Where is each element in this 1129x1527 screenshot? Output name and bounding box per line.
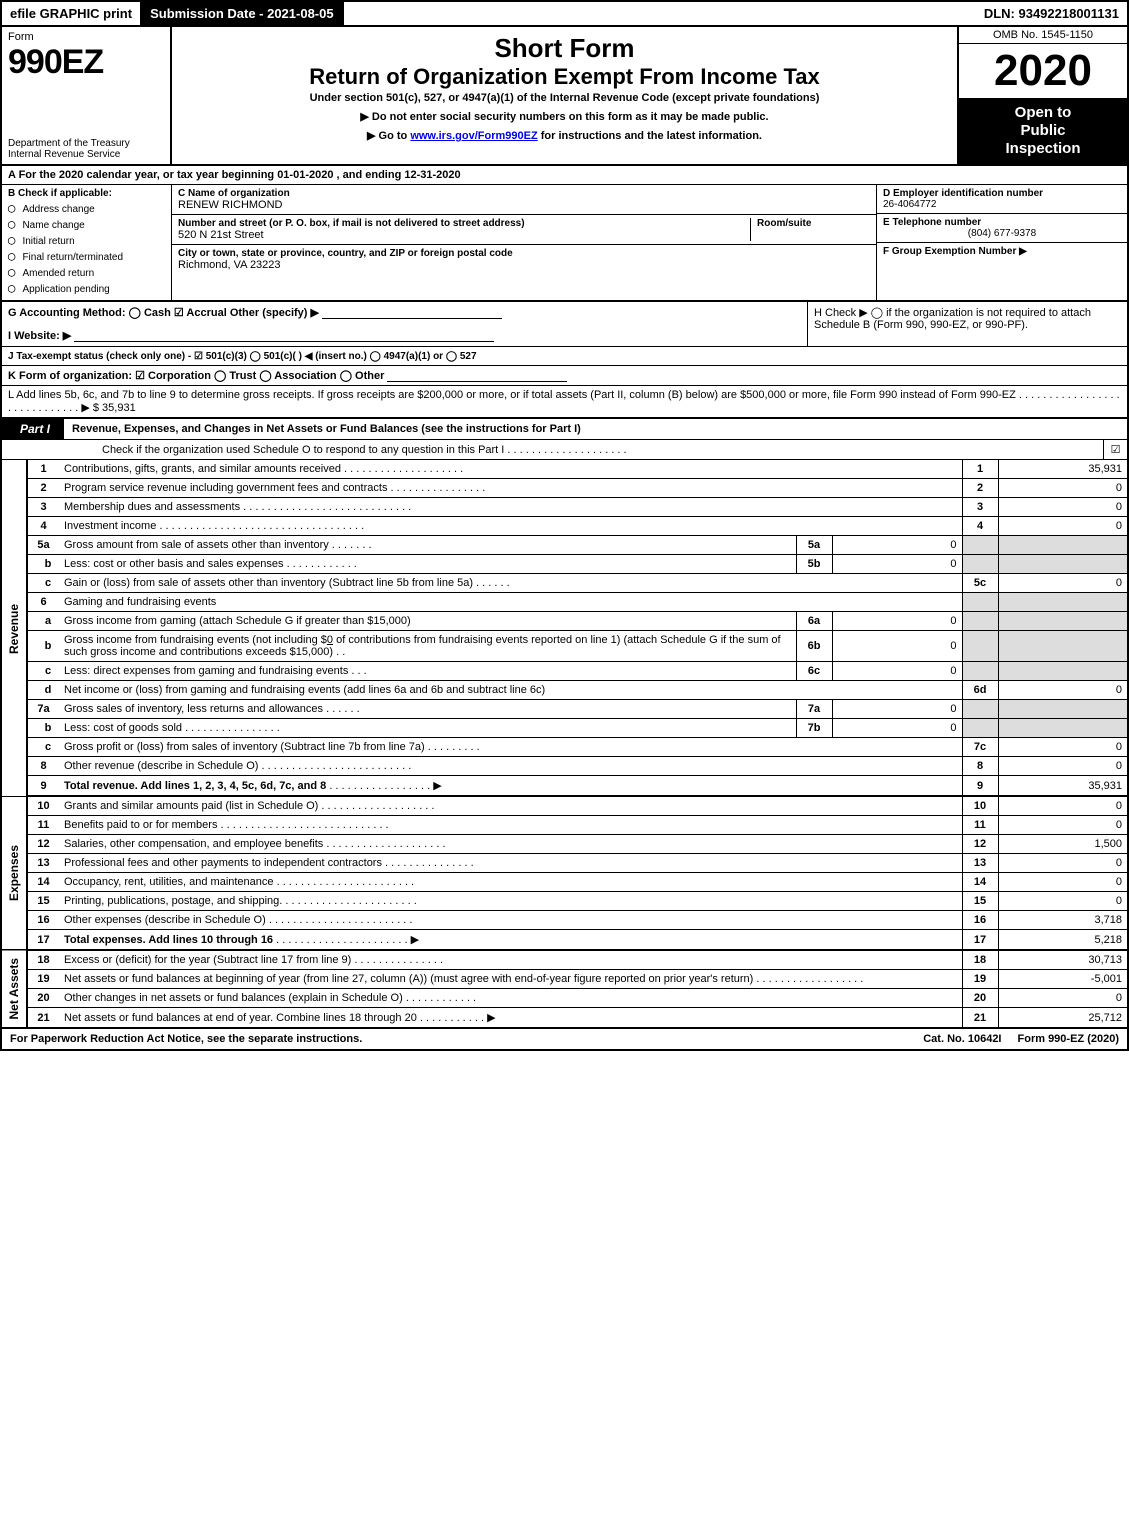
omb-number: OMB No. 1545-1150 (959, 27, 1127, 44)
line-1: Revenue 1 Contributions, gifts, grants, … (1, 460, 1128, 479)
header-left: Form 990EZ Department of the Treasury In… (2, 27, 172, 164)
line-6d: d Net income or (loss) from gaming and f… (1, 681, 1128, 700)
line-7c: c Gross profit or (loss) from sales of i… (1, 738, 1128, 757)
org-name-cell: C Name of organization RENEW RICHMOND (172, 185, 876, 215)
efile-print-button[interactable]: efile GRAPHIC print (2, 2, 142, 25)
cat-no: Cat. No. 10642I (915, 1029, 1009, 1049)
form-header: Form 990EZ Department of the Treasury In… (0, 27, 1129, 166)
org-name: RENEW RICHMOND (178, 199, 283, 211)
ein-cell: D Employer identification number 26-4064… (877, 185, 1127, 214)
line-2: 2 Program service revenue including gove… (1, 479, 1128, 498)
b-title: B Check if applicable: (8, 188, 165, 199)
line-19: 19 Net assets or fund balances at beginn… (1, 970, 1128, 989)
chk-final-return[interactable]: ◯ Final return/terminated (8, 249, 165, 263)
room-suite-label: Room/suite (757, 218, 811, 229)
title-return: Return of Organization Exempt From Incom… (180, 64, 949, 90)
chk-application-pending[interactable]: ◯ Application pending (8, 281, 165, 295)
part-1-check-text: Check if the organization used Schedule … (2, 441, 1103, 459)
submission-date: Submission Date - 2021-08-05 (142, 2, 344, 25)
line-5b: b Less: cost or other basis and sales ex… (1, 555, 1128, 574)
chk-amended-return[interactable]: ◯ Amended return (8, 265, 165, 279)
dln: DLN: 93492218001131 (976, 2, 1127, 25)
line-9: 9 Total revenue. Add lines 1, 2, 3, 4, 5… (1, 776, 1128, 797)
form-number: 990EZ (8, 43, 164, 82)
department: Department of the Treasury Internal Reve… (8, 138, 164, 160)
line-15: 15 Printing, publications, postage, and … (1, 892, 1128, 911)
line-4: 4 Investment income . . . . . . . . . . … (1, 517, 1128, 536)
line-11: 11 Benefits paid to or for members . . .… (1, 816, 1128, 835)
part-1-check-row: Check if the organization used Schedule … (0, 440, 1129, 460)
goto-instructions: ▶ Go to www.irs.gov/Form990EZ for instru… (180, 129, 949, 142)
side-label-revenue: Revenue (1, 460, 27, 796)
line-3: 3 Membership dues and assessments . . . … (1, 498, 1128, 517)
row-l-gross-receipts: L Add lines 5b, 6c, and 7b to line 9 to … (0, 386, 1129, 419)
box-c: C Name of organization RENEW RICHMOND Nu… (172, 185, 877, 300)
side-label-net-assets: Net Assets (1, 950, 27, 1028)
paperwork-notice: For Paperwork Reduction Act Notice, see … (2, 1029, 915, 1049)
tax-year: 2020 (959, 44, 1127, 98)
line-7b: b Less: cost of goods sold . . . . . . .… (1, 719, 1128, 738)
phone-cell: E Telephone number (804) 677-9378 (877, 214, 1127, 243)
part-1-title: Revenue, Expenses, and Changes in Net As… (64, 420, 1127, 438)
row-j-tax-exempt: J Tax-exempt status (check only one) - ☑… (0, 347, 1129, 366)
line-18: Net Assets 18 Excess or (deficit) for th… (1, 950, 1128, 970)
line-6a: a Gross income from gaming (attach Sched… (1, 612, 1128, 631)
header-right: OMB No. 1545-1150 2020 Open to Public In… (957, 27, 1127, 164)
city-state-zip: Richmond, VA 23223 (178, 259, 281, 271)
line-6: 6 Gaming and fundraising events (1, 593, 1128, 612)
phone-value: (804) 677-9378 (883, 228, 1121, 239)
line-6c: c Less: direct expenses from gaming and … (1, 662, 1128, 681)
part-1-header: Part I Revenue, Expenses, and Changes in… (0, 419, 1129, 440)
side-label-expenses: Expenses (1, 796, 27, 950)
row-g-h: G Accounting Method: ◯ Cash ☑ Accrual Ot… (0, 302, 1129, 347)
subtitle-section: Under section 501(c), 527, or 4947(a)(1)… (180, 92, 949, 104)
street-address: 520 N 21st Street (178, 229, 264, 241)
line-16: 16 Other expenses (describe in Schedule … (1, 911, 1128, 930)
ein-value: 26-4064772 (883, 199, 936, 210)
chk-address-change[interactable]: ◯ Address change (8, 201, 165, 215)
line-6b: b Gross income from fundraising events (… (1, 631, 1128, 662)
form-version: Form 990-EZ (2020) (1010, 1029, 1128, 1049)
line-13: 13 Professional fees and other payments … (1, 854, 1128, 873)
box-def: D Employer identification number 26-4064… (877, 185, 1127, 300)
street-row: Number and street (or P. O. box, if mail… (172, 215, 876, 245)
row-a-tax-year: A For the 2020 calendar year, or tax yea… (0, 166, 1129, 185)
line-7a: 7a Gross sales of inventory, less return… (1, 700, 1128, 719)
part-1-table: Revenue 1 Contributions, gifts, grants, … (0, 460, 1129, 1028)
chk-name-change[interactable]: ◯ Name change (8, 217, 165, 231)
group-exemption-cell: F Group Exemption Number ▶ (877, 243, 1127, 300)
line-8: 8 Other revenue (describe in Schedule O)… (1, 757, 1128, 776)
line-21: 21 Net assets or fund balances at end of… (1, 1008, 1128, 1028)
line-10: Expenses 10 Grants and similar amounts p… (1, 796, 1128, 816)
header-center: Short Form Return of Organization Exempt… (172, 27, 957, 164)
row-k-form-of-org: K Form of organization: ☑ Corporation ◯ … (0, 366, 1129, 386)
top-bar: efile GRAPHIC print Submission Date - 20… (0, 0, 1129, 27)
irs-link[interactable]: www.irs.gov/Form990EZ (410, 130, 537, 142)
g-accounting-method: G Accounting Method: ◯ Cash ☑ Accrual Ot… (8, 306, 801, 319)
line-5a: 5a Gross amount from sale of assets othe… (1, 536, 1128, 555)
info-grid: B Check if applicable: ◯ Address change … (0, 185, 1129, 302)
form-word: Form (8, 31, 164, 43)
i-website-label: I Website: ▶ (8, 330, 71, 342)
ssn-warning: ▶ Do not enter social security numbers o… (180, 110, 949, 123)
page-footer: For Paperwork Reduction Act Notice, see … (0, 1028, 1129, 1051)
chk-initial-return[interactable]: ◯ Initial return (8, 233, 165, 247)
line-17: 17 Total expenses. Add lines 10 through … (1, 930, 1128, 951)
city-row: City or town, state or province, country… (172, 245, 876, 274)
line-14: 14 Occupancy, rent, utilities, and maint… (1, 873, 1128, 892)
line-5c: c Gain or (loss) from sale of assets oth… (1, 574, 1128, 593)
part-1-checkbox[interactable]: ☑ (1103, 440, 1127, 459)
title-short-form: Short Form (180, 33, 949, 64)
line-12: 12 Salaries, other compensation, and emp… (1, 835, 1128, 854)
open-to-public: Open to Public Inspection (959, 98, 1127, 164)
box-b: B Check if applicable: ◯ Address change … (2, 185, 172, 300)
part-1-tab: Part I (2, 419, 64, 439)
line-20: 20 Other changes in net assets or fund b… (1, 989, 1128, 1008)
h-schedule-b: H Check ▶ ◯ if the organization is not r… (807, 302, 1127, 346)
